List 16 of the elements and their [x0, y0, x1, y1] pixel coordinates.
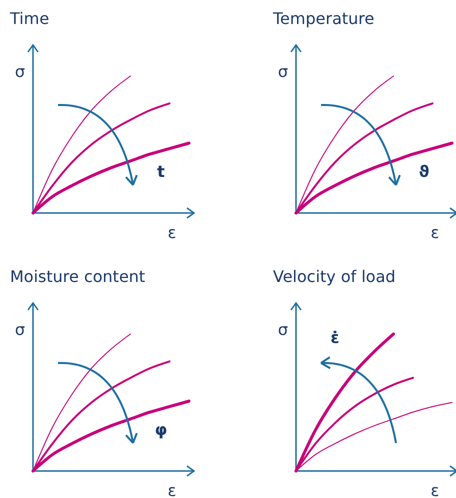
annotation: t	[157, 162, 166, 181]
y-axis-title: σ	[14, 62, 26, 81]
y-axis-title: σ	[14, 320, 26, 339]
annotation: ϑ	[418, 162, 430, 181]
annotation: φ	[154, 420, 168, 439]
y-axis-title: σ	[278, 320, 288, 339]
chart-title: Temperature	[272, 9, 374, 28]
x-axis-title: ε	[168, 481, 176, 498]
chart-title: Time	[9, 9, 50, 28]
x-axis-title: ε	[430, 223, 440, 242]
annotation: ε̇	[330, 328, 340, 347]
chart-title: Moisture content	[10, 267, 146, 286]
x-axis-title: ε	[430, 481, 440, 498]
x-axis-title: ε	[168, 223, 176, 242]
y-axis-title: σ	[278, 62, 288, 81]
chart-title: Velocity of load	[273, 267, 396, 286]
